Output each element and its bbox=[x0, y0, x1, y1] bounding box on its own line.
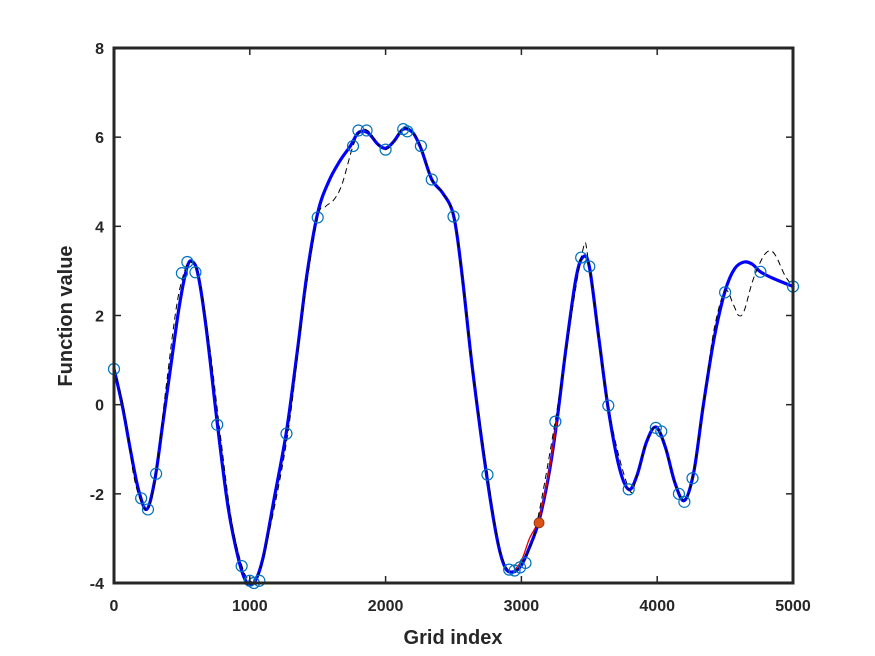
y-tick-label: -2 bbox=[90, 487, 104, 504]
plot-area bbox=[114, 48, 793, 583]
y-tick-label: 8 bbox=[95, 41, 104, 58]
highlight-point bbox=[533, 517, 545, 529]
sample-point bbox=[235, 559, 248, 573]
y-tick-label: 6 bbox=[95, 130, 104, 147]
sample-point bbox=[678, 495, 691, 508]
y-tick-label: 4 bbox=[95, 219, 104, 236]
sample-point bbox=[414, 139, 428, 153]
x-axis-title: Grid index bbox=[404, 627, 503, 649]
y-tick-label: 0 bbox=[95, 398, 104, 415]
series-line-blue bbox=[112, 127, 795, 587]
x-tick-label: 1000 bbox=[232, 598, 268, 615]
y-tick-label: 2 bbox=[95, 309, 104, 326]
sample-point bbox=[253, 574, 266, 587]
sample-point bbox=[360, 124, 373, 137]
sample-point bbox=[686, 472, 699, 485]
sample-point bbox=[447, 210, 460, 223]
sample-point bbox=[149, 467, 163, 480]
y-axis-title: Function value bbox=[55, 245, 77, 386]
sample-point bbox=[655, 425, 668, 438]
sample-point bbox=[549, 415, 562, 428]
sample-point bbox=[602, 399, 615, 412]
sample-point bbox=[622, 483, 635, 496]
x-tick-label: 3000 bbox=[504, 598, 540, 615]
sample-point bbox=[425, 173, 438, 186]
x-tick-label: 4000 bbox=[639, 598, 675, 615]
sample-layer bbox=[107, 123, 800, 590]
sample-point bbox=[181, 255, 194, 269]
sample-point bbox=[311, 211, 324, 224]
sample-point bbox=[519, 556, 532, 570]
sample-point bbox=[135, 492, 148, 505]
sample-point bbox=[718, 286, 732, 299]
sample-point bbox=[175, 267, 188, 280]
sample-point bbox=[280, 427, 293, 440]
sample-point bbox=[583, 260, 596, 273]
sample-point bbox=[211, 418, 224, 431]
x-tick-label: 0 bbox=[110, 598, 119, 615]
sample-point bbox=[575, 251, 588, 264]
x-tick-label: 5000 bbox=[775, 598, 811, 615]
x-tick-label: 2000 bbox=[368, 598, 404, 615]
sample-point bbox=[346, 139, 360, 153]
sample-point bbox=[379, 143, 392, 156]
sample-point bbox=[189, 266, 202, 279]
sample-point bbox=[352, 124, 365, 137]
series-line-dashed bbox=[113, 127, 794, 583]
sample-point bbox=[141, 503, 155, 516]
sample-point bbox=[754, 265, 767, 278]
tick-layer: 0 1000 2000 3000 4000 5000 -4 -2 0 2 4 6 8 bbox=[90, 41, 811, 615]
sample-point bbox=[481, 468, 494, 481]
sample-point bbox=[401, 125, 414, 138]
y-tick-label: -4 bbox=[90, 576, 104, 593]
